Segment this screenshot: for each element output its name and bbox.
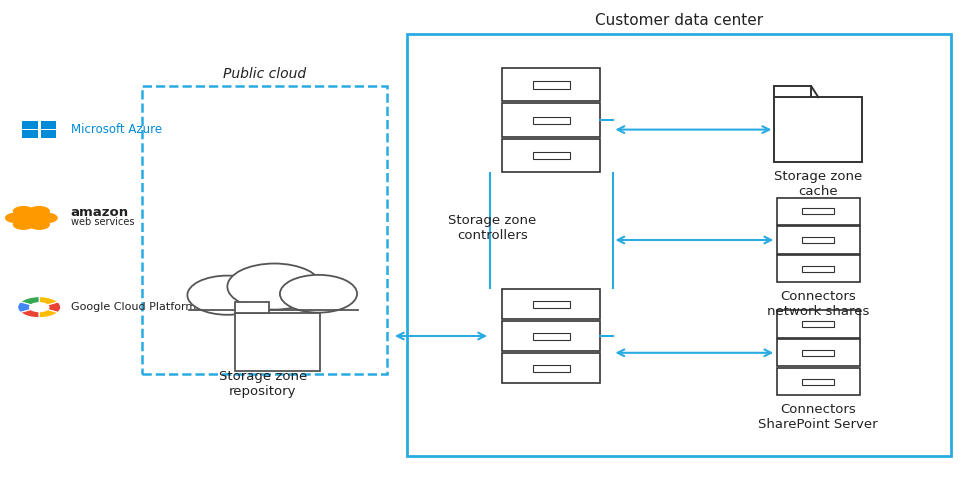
Circle shape: [36, 213, 58, 223]
Bar: [41, 130, 57, 138]
Text: Microsoft Azure: Microsoft Azure: [71, 123, 162, 136]
Bar: [533, 82, 569, 89]
Text: Connectors
SharePoint Server: Connectors SharePoint Server: [759, 403, 878, 431]
Bar: [235, 302, 269, 313]
Bar: [502, 104, 600, 136]
Bar: [803, 208, 834, 215]
Circle shape: [13, 219, 34, 230]
Circle shape: [28, 206, 50, 216]
Bar: [502, 321, 600, 351]
Bar: [774, 97, 862, 162]
Bar: [776, 339, 860, 366]
Bar: [774, 86, 811, 97]
Text: Connectors
network shares: Connectors network shares: [767, 290, 869, 318]
Bar: [22, 121, 37, 129]
Text: Storage zone
controllers: Storage zone controllers: [448, 214, 537, 242]
Text: amazon: amazon: [71, 205, 128, 219]
Bar: [533, 365, 569, 372]
Text: Storage zone
cache: Storage zone cache: [774, 170, 862, 198]
Bar: [803, 266, 834, 272]
Bar: [407, 34, 951, 456]
Circle shape: [21, 213, 42, 223]
Bar: [803, 237, 834, 243]
Text: Customer data center: Customer data center: [595, 13, 762, 28]
Bar: [41, 121, 57, 129]
Bar: [803, 350, 834, 356]
Bar: [776, 311, 860, 337]
Bar: [142, 86, 387, 374]
Bar: [22, 130, 37, 138]
Circle shape: [28, 219, 50, 230]
Wedge shape: [39, 297, 58, 307]
Text: Storage zone
repository: Storage zone repository: [219, 370, 307, 397]
Bar: [502, 139, 600, 172]
Bar: [502, 289, 600, 319]
Bar: [776, 227, 860, 253]
Bar: [776, 368, 860, 395]
Text: web services: web services: [71, 217, 134, 227]
Text: Google Cloud Platform: Google Cloud Platform: [71, 302, 196, 312]
Bar: [533, 301, 569, 308]
Bar: [776, 198, 860, 225]
Wedge shape: [18, 302, 39, 312]
Text: Public cloud: Public cloud: [223, 67, 306, 81]
Bar: [533, 117, 569, 124]
Wedge shape: [39, 302, 61, 312]
Wedge shape: [21, 297, 39, 307]
Circle shape: [227, 264, 321, 310]
Circle shape: [28, 302, 50, 312]
Wedge shape: [39, 307, 58, 318]
Bar: [533, 333, 569, 340]
Bar: [803, 321, 834, 327]
Bar: [502, 68, 600, 101]
Circle shape: [280, 275, 357, 312]
Bar: [533, 152, 569, 159]
Circle shape: [5, 213, 26, 223]
Circle shape: [13, 206, 34, 216]
Bar: [502, 353, 600, 383]
Bar: [776, 255, 860, 282]
Wedge shape: [21, 307, 39, 318]
Circle shape: [187, 276, 268, 315]
Bar: [803, 379, 834, 385]
Bar: [235, 313, 319, 371]
